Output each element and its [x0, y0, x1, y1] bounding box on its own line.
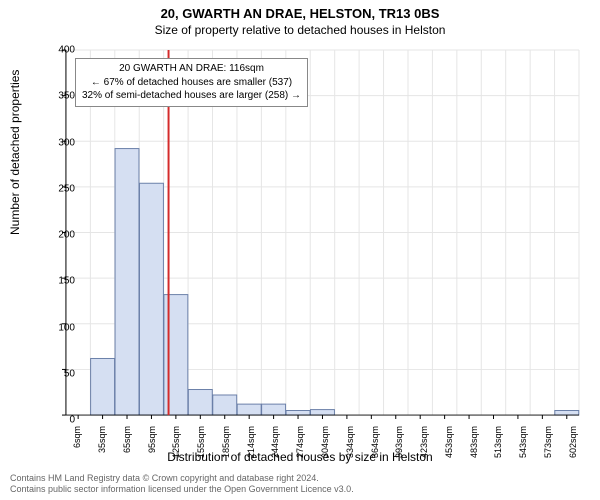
y-tick: 350 [45, 91, 75, 102]
annotation-line1: 20 GWARTH AN DRAE: 116sqm [82, 62, 301, 76]
y-tick: 300 [45, 137, 75, 148]
y-tick: 400 [45, 45, 75, 56]
y-tick: 150 [45, 276, 75, 287]
annotation-box: 20 GWARTH AN DRAE: 116sqm ← 67% of detac… [75, 58, 308, 107]
footer-attribution: Contains HM Land Registry data © Crown c… [10, 473, 354, 496]
y-tick: 100 [45, 322, 75, 333]
y-tick: 50 [45, 368, 75, 379]
y-tick: 0 [45, 415, 75, 426]
plot-area: 20 GWARTH AN DRAE: 116sqm ← 67% of detac… [60, 50, 580, 420]
annotation-line2: ← 67% of detached houses are smaller (53… [82, 76, 301, 90]
footer-line1: Contains HM Land Registry data © Crown c… [10, 473, 354, 485]
x-axis-label: Distribution of detached houses by size … [0, 450, 600, 464]
footer-line2: Contains public sector information licen… [10, 484, 354, 496]
y-tick: 200 [45, 230, 75, 241]
chart-container: 20, GWARTH AN DRAE, HELSTON, TR13 0BS Si… [0, 0, 600, 500]
y-tick: 250 [45, 183, 75, 194]
annotation-line3: 32% of semi-detached houses are larger (… [82, 89, 301, 103]
title-main: 20, GWARTH AN DRAE, HELSTON, TR13 0BS [0, 0, 600, 21]
y-axis-label: Number of detached properties [8, 70, 22, 235]
title-sub: Size of property relative to detached ho… [0, 21, 600, 37]
